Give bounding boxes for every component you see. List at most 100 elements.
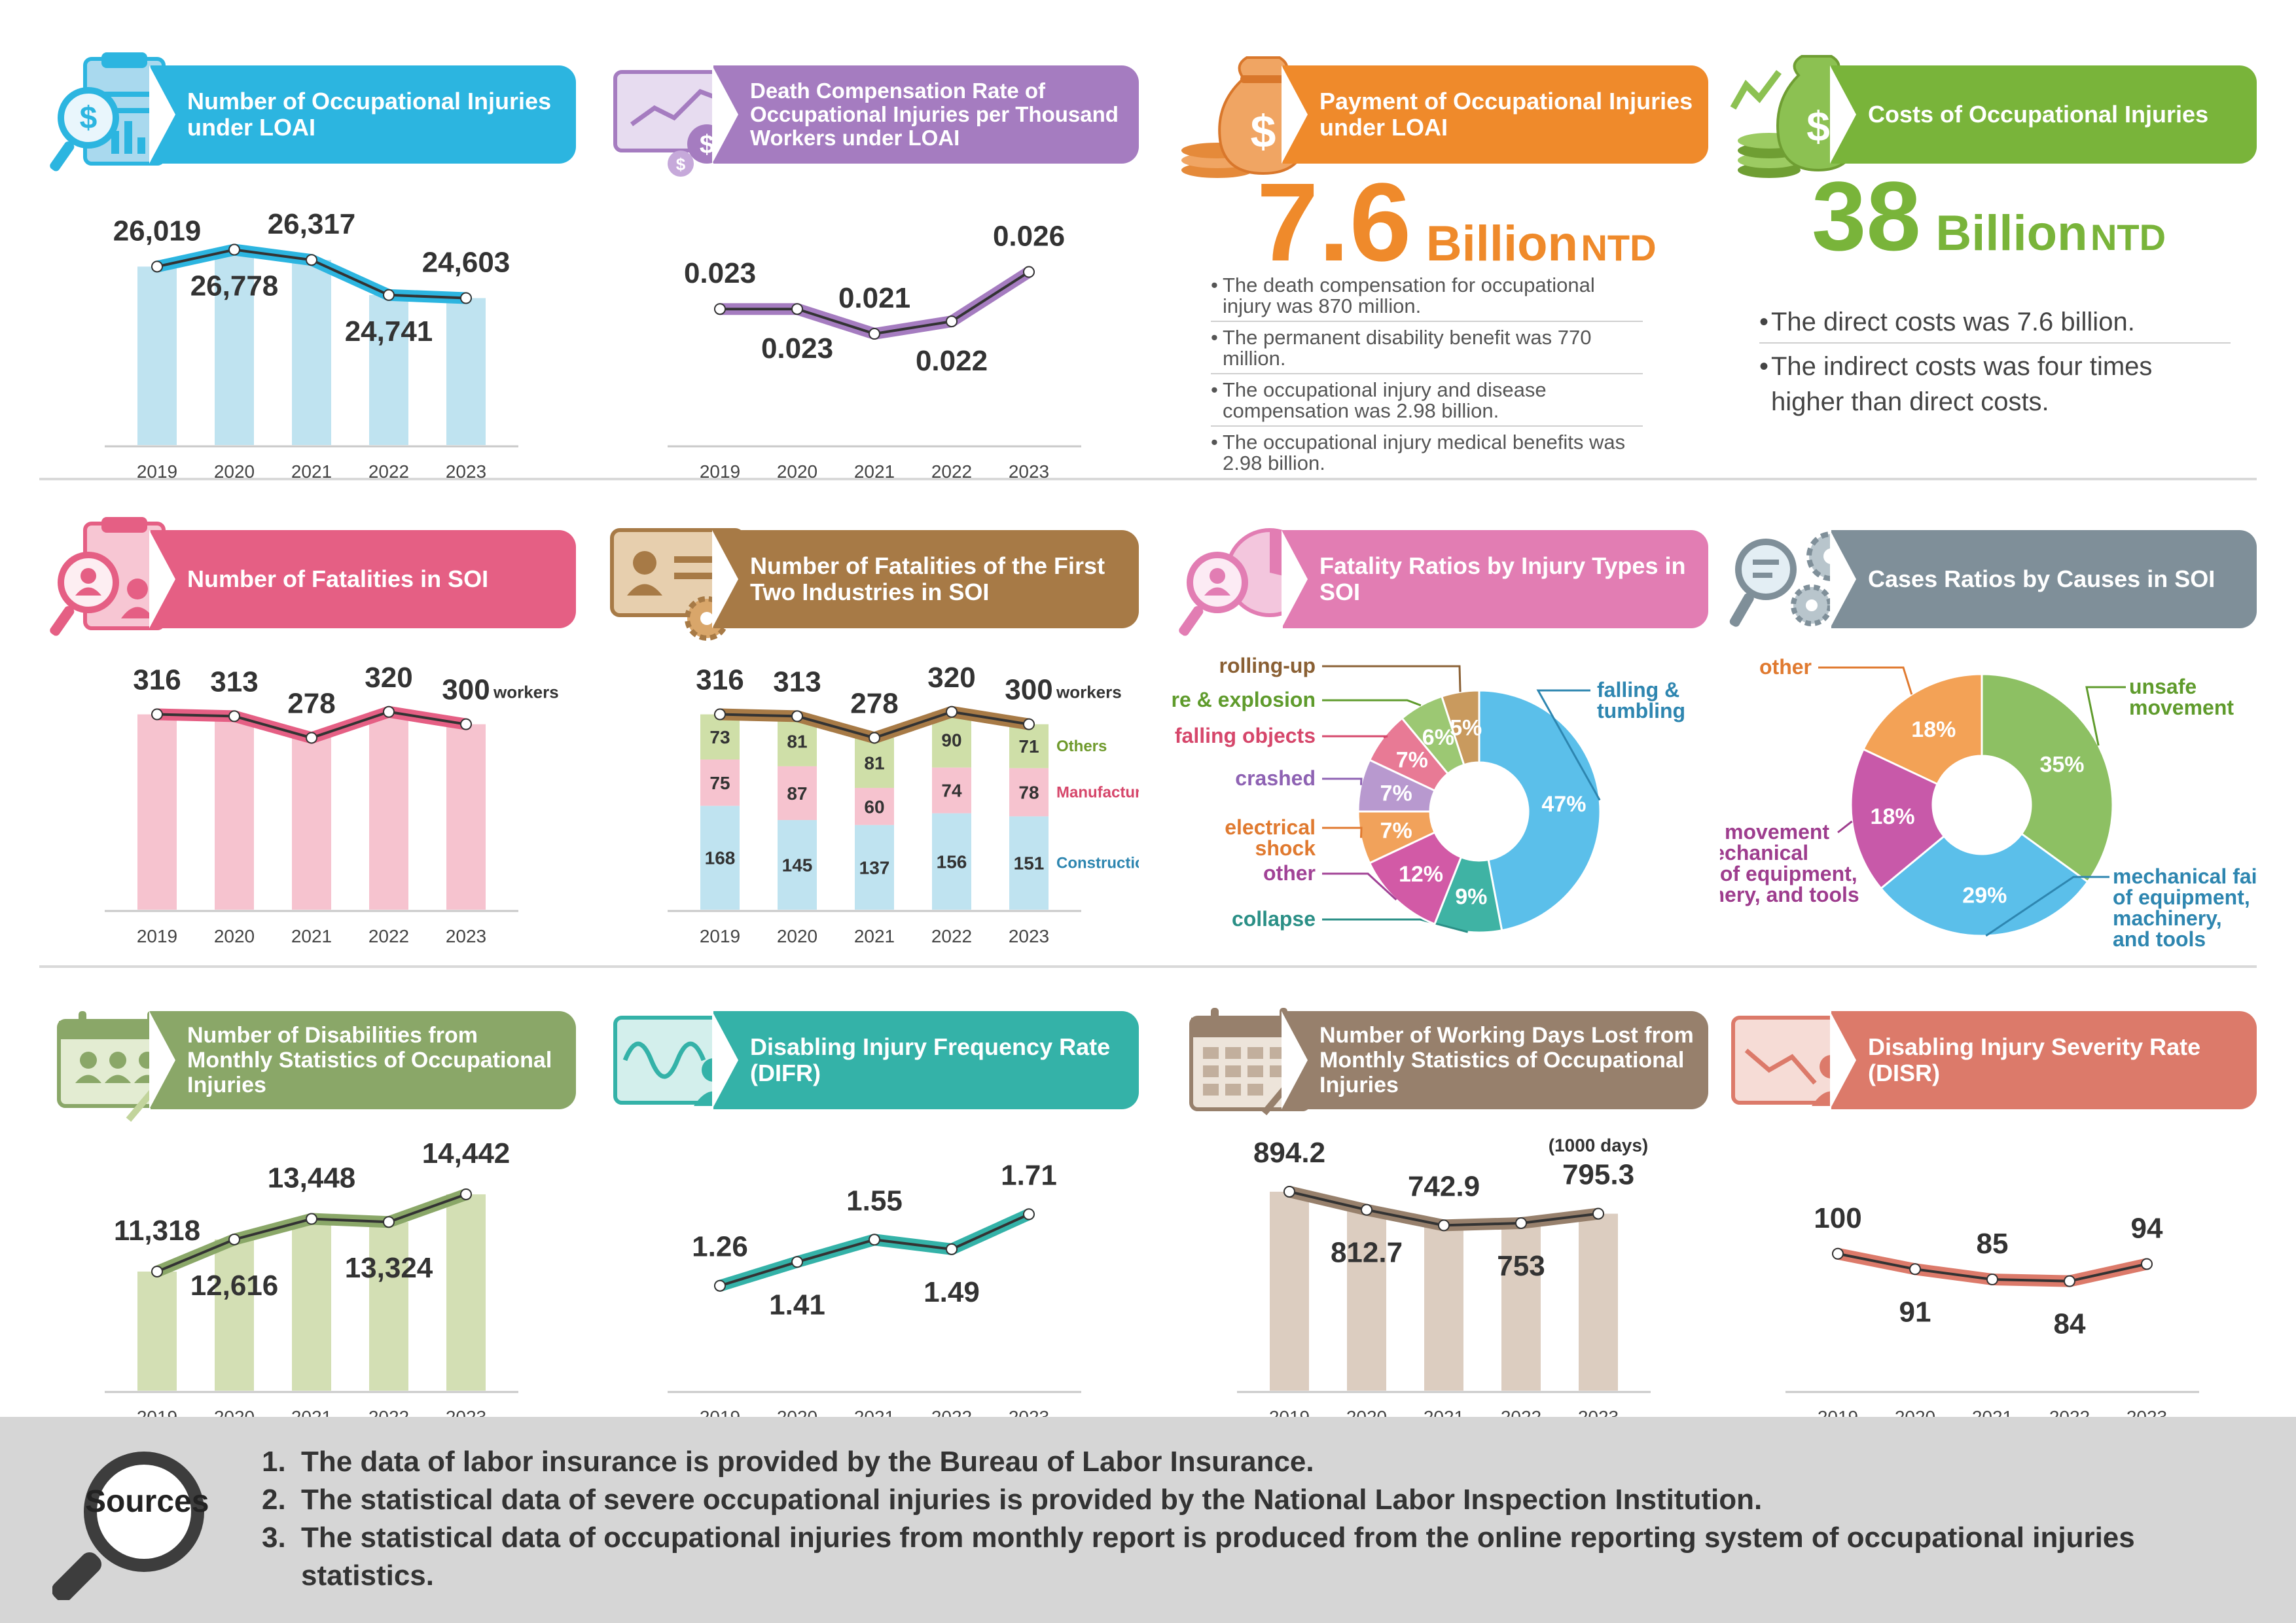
panel-title: Payment of Occupational Injuries under L… — [1319, 88, 1693, 141]
slice-name: of equipment, — [2113, 885, 2250, 909]
panel-disr: Disabling Injury Severity Rate (DISR) 20… — [1720, 991, 2257, 1436]
pie-slice — [1879, 832, 2089, 937]
panel-title: Number of Working Days Lost from Monthly… — [1319, 1023, 1694, 1097]
x-tick-label: 2022 — [368, 461, 409, 482]
data-label: 24,741 — [345, 315, 433, 348]
bar — [1424, 1225, 1463, 1391]
source-number: 1. — [262, 1446, 286, 1478]
payment-total-unit: Billion — [1426, 216, 1578, 272]
slice-name: unsafe movement — [1720, 820, 1829, 844]
x-tick-label: 2020 — [777, 926, 817, 946]
leader-line — [1322, 735, 1388, 739]
x-tick-label: 2023 — [446, 461, 486, 482]
data-point — [1023, 266, 1035, 278]
bar — [215, 1239, 254, 1391]
slice-name: electrical — [1225, 815, 1316, 839]
bar — [292, 738, 331, 910]
unit-label: (1000 days) — [1549, 1135, 1649, 1156]
stacked-bar-segment — [932, 767, 971, 813]
svg-text:$: $ — [1251, 106, 1276, 157]
panel-title: Number of Fatalities in SOI — [187, 565, 489, 592]
slice-name: falling & — [1597, 678, 1679, 702]
slice-name: machinery, and tools — [1720, 883, 1859, 906]
panel-days-lost: Number of Working Days Lost from Monthly… — [1172, 991, 1708, 1436]
leader-line — [1536, 689, 1601, 801]
data-label: 278 — [287, 687, 335, 719]
bar — [369, 294, 408, 445]
data-label: 100 — [1814, 1202, 1861, 1234]
slice-label: 29% — [1962, 883, 2007, 908]
row-divider — [39, 478, 2257, 480]
panel-title-banner: Payment of Occupational Injuries under L… — [1282, 65, 1708, 164]
x-tick-label: 2022 — [931, 461, 972, 482]
segment-label: 81 — [864, 753, 884, 774]
slice-name: other — [1759, 655, 1812, 679]
data-point — [946, 315, 958, 328]
source-text: The data of labor insurance is provided … — [301, 1446, 1314, 1478]
panel-title: Cases Ratios by Causes in SOI — [1868, 565, 2215, 592]
slice-name: crashed — [1235, 766, 1316, 790]
data-point — [460, 718, 472, 730]
bar — [137, 714, 177, 910]
costs-bullet: The indirect costs was four times higher… — [1759, 349, 2231, 422]
bar — [137, 1271, 177, 1391]
costs-breakdown-list: The direct costs was 7.6 billion. The in… — [1759, 304, 2231, 427]
slice-name: rolling-up — [1219, 654, 1316, 677]
svg-text:$: $ — [700, 130, 714, 159]
disabilities-chart: 2019202020212022202311,31812,61613,44813… — [105, 1137, 518, 1427]
stacked-bar-segment — [855, 787, 894, 825]
data-label: 1.49 — [924, 1276, 980, 1308]
legend-label: Construction — [1056, 855, 1139, 872]
segment-label: 156 — [937, 851, 967, 872]
stacked-bar-segment — [1009, 724, 1049, 768]
panel-title-banner: Disabling Injury Frequency Rate (DIFR) — [712, 1011, 1139, 1109]
stacked-bar-segment — [778, 766, 817, 821]
payment-bullet: The death compensation for occupational … — [1211, 275, 1643, 322]
segment-label: 90 — [941, 730, 961, 750]
bar — [137, 266, 177, 445]
slice-label: 7% — [1380, 818, 1412, 843]
panel-title: Fatality Ratios by Injury Types in SOI — [1319, 552, 1686, 605]
data-label: 13,448 — [268, 1162, 356, 1194]
segment-label: 60 — [864, 796, 884, 817]
leader-line — [1322, 918, 1468, 933]
segment-label: 145 — [782, 855, 813, 876]
data-label: 894.2 — [1253, 1137, 1325, 1169]
panel-causes-soi: Cases Ratios by Causes in SOI 35% unsafe m… — [1720, 510, 2257, 955]
slice-name: unsafe — [2129, 675, 2197, 698]
segment-label: 71 — [1018, 736, 1039, 757]
bar — [292, 260, 331, 445]
panel-death-rate-loai: $ $ Death Compensation Rate of Occupatio… — [602, 46, 1139, 491]
data-label: 14,442 — [422, 1137, 511, 1169]
bar — [1501, 1222, 1541, 1391]
panel-title-banner: Number of Fatalities in SOI — [149, 530, 576, 628]
data-label: 795.3 — [1562, 1159, 1634, 1191]
pie-slice — [1478, 689, 1602, 932]
x-tick-label: 2021 — [291, 926, 332, 946]
data-label: 812.7 — [1331, 1237, 1403, 1269]
x-tick-label: 2021 — [291, 461, 332, 482]
leader-line — [1322, 827, 1363, 838]
injuries-loai-chart: 2019 2020 2021 2022 2023 26,019 26,778 26,317 24… — [105, 208, 518, 482]
panel-fatalities-soi: Number of Fatalities in SOI 2019 2020 2021… — [39, 510, 576, 955]
data-point — [383, 289, 395, 301]
pie-slice — [1368, 830, 1463, 925]
segment-label: 151 — [1014, 853, 1045, 874]
payment-bullet: The occupational injury medical benefits… — [1211, 432, 1643, 478]
stacked-bar-segment — [855, 825, 894, 910]
slice-name: tumbling — [1597, 699, 1685, 722]
data-point — [151, 708, 163, 721]
data-point — [1592, 1207, 1604, 1220]
leader-line — [1818, 666, 1913, 695]
panel-title: Number of Disabilities from Monthly Stat… — [187, 1023, 552, 1097]
bar — [1347, 1209, 1386, 1391]
sources-list: 1. The data of labor insurance is provide… — [262, 1443, 2160, 1595]
leader-line — [2085, 686, 2126, 746]
slice-name: machinery, — [2113, 906, 2222, 930]
panel-title-banner: Number of Working Days Lost from Monthly… — [1282, 1011, 1708, 1109]
pie-slice — [1862, 673, 1983, 786]
data-point — [1023, 718, 1035, 730]
